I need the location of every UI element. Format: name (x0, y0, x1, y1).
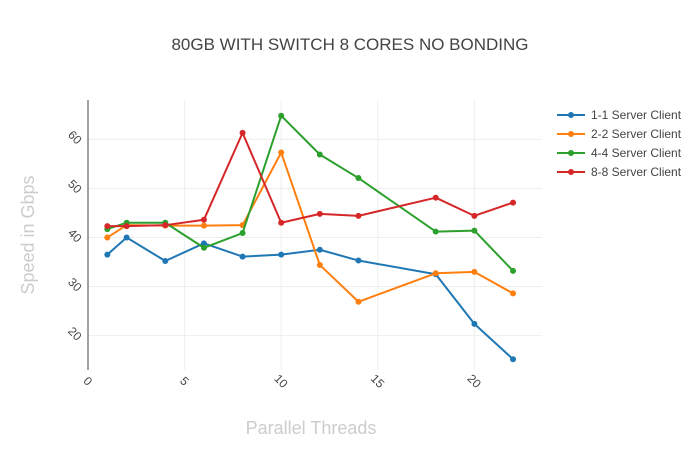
x-tick-label: 15 (368, 371, 388, 391)
data-point (162, 258, 169, 265)
data-point (510, 356, 517, 363)
legend-item[interactable]: 1-1 Server Client (557, 108, 682, 122)
data-point (104, 223, 111, 230)
data-point (200, 240, 207, 247)
data-series (104, 112, 517, 363)
series-line (107, 131, 514, 228)
legend-label: 4-4 Server Client (591, 146, 682, 160)
axes: 0 5 10 15 20 20 30 40 50 60 (65, 100, 484, 391)
series-line (106, 151, 514, 303)
x-tick-label: 5 (177, 374, 192, 389)
data-point (316, 210, 323, 217)
legend-label: 8-8 Server Client (591, 165, 682, 179)
legend-swatch-marker (568, 150, 574, 156)
data-point (278, 219, 285, 226)
legend-swatch-marker (568, 112, 574, 118)
data-point (278, 251, 285, 258)
data-point (432, 270, 439, 277)
data-point (471, 227, 478, 234)
chart-title: 80GB WITH SWITCH 8 CORES NO BONDING (171, 35, 528, 54)
legend-swatch-marker (568, 169, 574, 175)
y-axis-title: Speed in Gbps (18, 175, 38, 294)
legend-item[interactable]: 8-8 Server Client (557, 165, 682, 179)
data-point (316, 246, 323, 253)
data-point (316, 151, 323, 158)
data-point (316, 261, 323, 268)
y-tick-label: 20 (65, 324, 85, 344)
y-tick-label: 30 (65, 275, 85, 295)
x-tick-label: 20 (465, 371, 485, 391)
data-point (471, 212, 478, 219)
data-point (104, 251, 111, 258)
data-point (162, 222, 169, 229)
x-tick-label: 10 (271, 371, 291, 391)
y-tick-label: 60 (65, 128, 85, 148)
legend-item[interactable]: 2-2 Server Client (557, 127, 682, 141)
legend-swatch-marker (568, 131, 574, 137)
data-point (510, 290, 517, 297)
data-point (200, 222, 207, 229)
y-tick-label: 40 (65, 226, 85, 246)
data-point (355, 298, 362, 305)
data-point (471, 268, 478, 275)
data-point (239, 129, 246, 136)
data-point (510, 199, 517, 206)
data-point (239, 230, 246, 237)
data-point (432, 194, 439, 201)
data-point (355, 257, 362, 264)
x-axis-title: Parallel Threads (246, 418, 377, 438)
gridlines (88, 100, 542, 370)
legend-label: 1-1 Server Client (591, 108, 682, 122)
legend-label: 2-2 Server Client (591, 127, 682, 141)
data-point (123, 223, 130, 230)
data-point (432, 228, 439, 235)
data-point (510, 267, 517, 274)
legend[interactable]: 1-1 Server Client 2-2 Server Client 4-4 Se… (557, 108, 682, 179)
data-point (278, 149, 285, 156)
data-point (278, 112, 285, 119)
data-point (200, 216, 207, 223)
x-tick-label: 0 (81, 374, 96, 389)
series-4 (104, 129, 517, 230)
y-tick-label: 50 (65, 177, 85, 197)
legend-item[interactable]: 4-4 Server Client (557, 146, 682, 160)
series-3 (104, 112, 517, 274)
data-point (104, 234, 111, 241)
series-line (106, 236, 514, 360)
data-point (239, 253, 246, 260)
data-point (355, 212, 362, 219)
data-point (355, 175, 362, 182)
data-point (200, 244, 207, 251)
data-point (123, 234, 130, 241)
data-point (471, 320, 478, 327)
series-1 (104, 234, 517, 363)
